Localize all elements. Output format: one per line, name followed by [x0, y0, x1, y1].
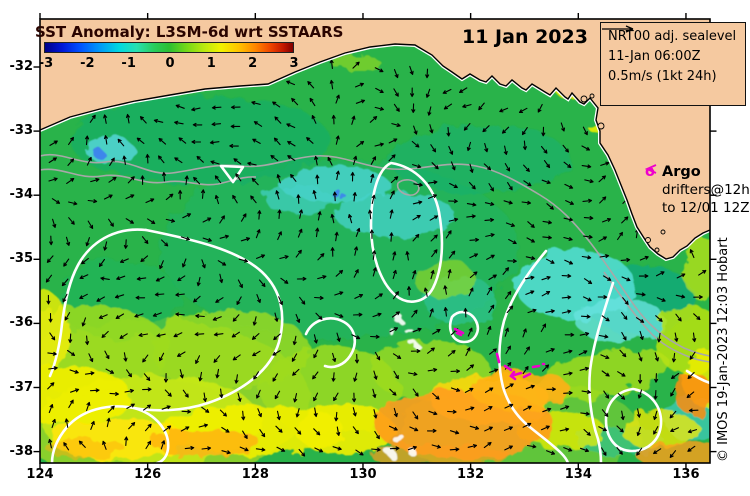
current-vector-field [45, 59, 707, 458]
y-tick-label: -38 [9, 443, 34, 459]
land [40, 19, 710, 259]
map-frame [39, 18, 711, 464]
colorbar-tick-label: -1 [121, 56, 136, 71]
drifters-line: drifters@12h [662, 182, 750, 198]
info-line-3: 0.5m/s (1kt 24h) [608, 69, 717, 84]
colorbar-tick-label: -2 [80, 56, 95, 71]
y-tick-label: -35 [9, 251, 34, 267]
no-data-specks [385, 314, 419, 456]
y-tick-label: -36 [9, 315, 34, 331]
y-tick-label: -32 [9, 59, 34, 74]
coastline [40, 43, 710, 260]
axis-ticks [33, 13, 717, 470]
y-tick-label: -34 [9, 187, 34, 203]
islands [580, 93, 666, 253]
credit-text: © IMOS 19-Jan-2023 12:03 Hobart [716, 237, 731, 462]
date-label: 11 Jan 2023 [462, 26, 588, 48]
x-tick-label: 124 [26, 467, 54, 482]
colorbar-tick-label: 3 [289, 56, 299, 71]
argo-legend-title: o Argo [645, 163, 750, 181]
drifter-tracks [453, 327, 546, 381]
colorbar [44, 42, 294, 53]
colorbar-tick-label: 2 [248, 56, 258, 71]
argo-float-symbol: o [645, 164, 655, 180]
colorbar-tick-label: -3 [38, 56, 54, 71]
drifter-arrow-icon [645, 164, 657, 174]
y-tick-label: -33 [9, 123, 34, 139]
x-tick-label: 132 [457, 467, 485, 482]
colorbar-tick-label: 1 [206, 56, 216, 71]
x-tick-label: 128 [241, 467, 269, 482]
x-tick-label: 136 [672, 467, 700, 482]
x-tick-label: 126 [134, 467, 162, 482]
map-title: SST Anomaly: L3SM-6d wrt SSTAARS [35, 23, 344, 41]
x-tick-label: 130 [349, 467, 377, 482]
argo-legend: o Argo drifters@12h to 12/01 12Z [645, 163, 750, 217]
sealevel-info-box: NRT00 adj. sealevel 11-Jan 06:00Z 0.5m/s… [600, 22, 746, 106]
info-line-1: NRT00 adj. sealevel [608, 29, 737, 44]
colorbar-tick-label: 0 [165, 56, 175, 71]
velocity-scale-arrow-icon [602, 25, 634, 33]
y-tick-label: -37 [9, 379, 34, 395]
info-line-2: 11-Jan 06:00Z [608, 49, 701, 64]
drifters-until-line: to 12/01 12Z [662, 200, 750, 216]
sealevel-contours [48, 161, 710, 463]
argo-label: Argo [661, 164, 701, 180]
colorbar-labels: -3 -2 -1 0 1 2 3 [0, 56, 340, 72]
x-tick-label: 134 [564, 467, 592, 482]
